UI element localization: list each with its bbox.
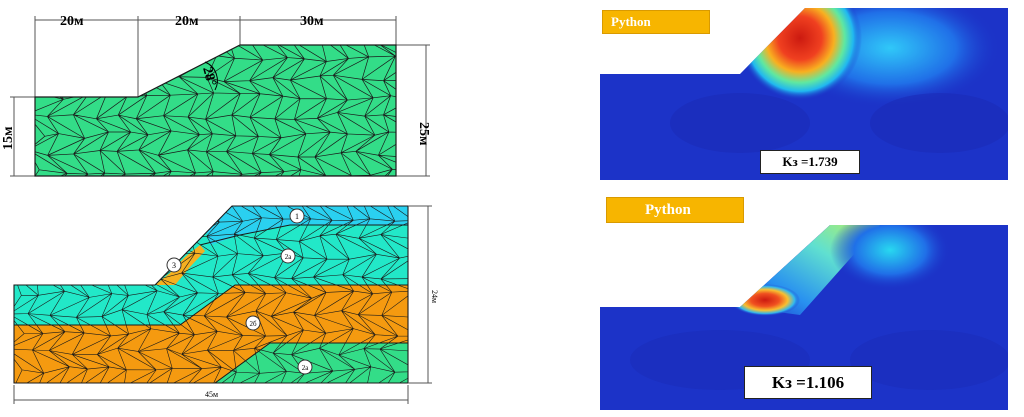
dim-top-2: 20м (175, 14, 199, 29)
layer-2b (14, 285, 408, 383)
top-slope-mesh-svg: 20м 20м 30м 15м 25м 28° (1, 14, 431, 177)
layered-dimension-lines (13, 205, 432, 404)
svg-text:2б: 2б (249, 320, 257, 328)
svg-text:1: 1 (295, 212, 299, 221)
layer-label-3: 3 (166, 257, 182, 273)
python-badge-2-label: Python (645, 201, 691, 218)
dimension-lines (10, 16, 430, 177)
svg-text:3: 3 (172, 261, 176, 270)
result-heatmap-1 (600, 8, 1008, 180)
layer-boundaries (14, 224, 408, 383)
slope-angle-label: 28° (199, 65, 219, 88)
mesh-edge-path (35, 45, 396, 176)
python-badge-1-label: Python (611, 14, 651, 29)
layer-1 (200, 206, 408, 245)
layer-label-2b: 2б (245, 315, 261, 331)
soil-layers (14, 206, 408, 383)
angle-arc (204, 61, 218, 91)
safety-factor-2: Kз =1.106 (771, 372, 845, 392)
dim-right: 25м (416, 122, 431, 146)
dim-top-1: 20м (60, 14, 84, 29)
safety-factor-box-2: Kз =1.106 (744, 366, 872, 399)
layered-mesh-svg: 1 2а 3 2б 2а 24м 45м (13, 205, 439, 404)
python-badge-1: Python (602, 10, 710, 34)
heatmap-hot-zone (738, 8, 862, 101)
layered-dim-bottom: 45м (205, 390, 218, 399)
result-panel-1: Python Kз =1.739 (600, 8, 1008, 180)
heatmap-shade-right (870, 93, 1008, 153)
heatmap-2-hot-zone (730, 284, 800, 316)
layer-label-1: 1 (289, 208, 305, 224)
layered-dim-right: 24м (430, 290, 439, 303)
top-slope-mesh-figure: 20м 20м 30м 15м 25м 28° (0, 0, 440, 190)
heatmap-2-shade-right (850, 330, 1008, 390)
mesh-lines (35, 45, 396, 176)
svg-text:2а: 2а (285, 253, 293, 261)
heatmap-shade-left (670, 93, 810, 153)
safety-factor-1: Kз =1.739 (782, 154, 838, 169)
dim-top-3: 30м (300, 14, 324, 29)
heatmap-2-cool-zone (830, 225, 950, 290)
layer-label-2a: 2а (280, 248, 296, 264)
python-badge-2: Python (606, 197, 744, 223)
dim-left: 15м (1, 126, 16, 150)
safety-factor-box-1: Kз =1.739 (760, 150, 860, 174)
layer-label-2a-bottom: 2а (297, 359, 313, 375)
layered-slope-mesh-figure: 1 2а 3 2б 2а 24м 45м (0, 195, 440, 410)
svg-text:2а: 2а (302, 364, 310, 372)
result-panel-2: Python Kз =1.106 (600, 195, 1008, 410)
